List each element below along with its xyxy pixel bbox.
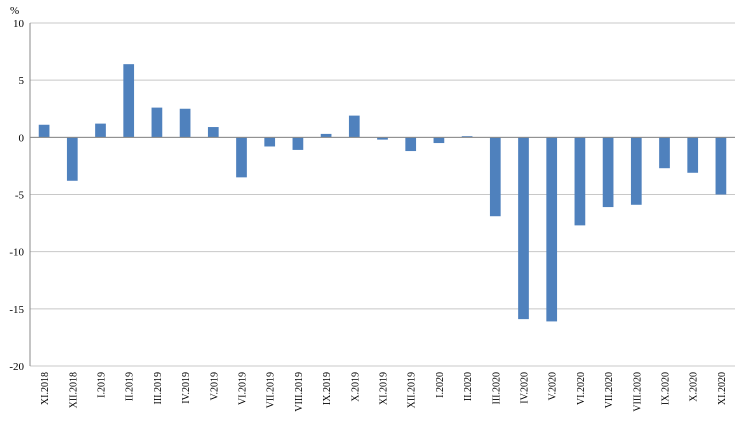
x-axis-tick-labels: XI.2018 XII.2018 I.2019 II.2019 III.2019 IV.2… [40,372,728,412]
x-tick-label: XII.2018 [68,372,79,408]
x-tick-label: I.2020 [435,372,446,398]
x-tick-label: X.2020 [689,372,700,402]
x-tick-label: II.2020 [463,372,474,401]
x-tick-label: VII.2020 [604,372,615,408]
x-tick-label: IV.2019 [181,372,192,404]
x-tick-label: III.2020 [491,372,502,405]
bar [292,137,304,150]
y-tick-label: 0 [19,132,25,144]
bar [546,137,558,322]
x-tick-label: XII.2019 [407,372,418,408]
bar [151,107,163,138]
bar [264,137,276,147]
bar [348,115,360,138]
bar [179,108,191,138]
gridlines [30,22,735,367]
bar [630,137,642,205]
bar [687,137,699,173]
bar [320,133,332,138]
bar [66,137,78,181]
bar [207,127,219,138]
bars [38,64,727,322]
bar [715,137,727,195]
bar [518,137,529,320]
x-tick-label: VI.2020 [576,372,587,405]
x-tick-label: III.2019 [153,372,164,405]
bar [461,136,473,138]
bar [236,137,247,178]
x-tick-label: VIII.2020 [632,372,643,412]
bar [574,137,586,226]
y-tick-label: 10 [13,18,25,30]
x-tick-label: VI.2019 [238,372,249,405]
y-axis-unit-label: % [10,5,19,17]
bar [123,64,135,138]
axes [29,23,735,366]
bar [377,137,388,140]
x-tick-label: VII.2019 [266,372,277,408]
x-tick-label: II.2019 [125,372,136,401]
y-tick-label: -5 [15,190,25,202]
bar [405,137,417,152]
y-tick-label: -10 [9,247,24,259]
bar [489,137,501,217]
x-tick-label: VIII.2019 [294,372,305,412]
y-axis-tick-labels: 10 5 0 -5 -10 -15 -20 [9,18,24,373]
x-tick-label: XI.2018 [40,372,51,405]
y-tick-label: -15 [9,304,24,316]
x-tick-label: V.2020 [548,372,559,400]
bar [659,137,670,169]
x-tick-label: IV.2020 [520,372,531,404]
bar [38,124,50,138]
x-tick-label: XI.2020 [717,372,728,405]
x-tick-label: I.2019 [97,372,108,398]
y-tick-label: -20 [9,361,24,373]
x-tick-label: V.2019 [209,372,220,400]
y-tick-label: 5 [19,75,25,87]
bar [433,137,445,144]
bar [602,137,614,208]
x-tick-label: IX.2019 [322,372,333,405]
x-tick-label: XI.2019 [379,372,390,405]
bar [95,123,106,138]
x-tick-label: X.2019 [350,372,361,402]
x-tick-label: IX.2020 [661,372,672,405]
